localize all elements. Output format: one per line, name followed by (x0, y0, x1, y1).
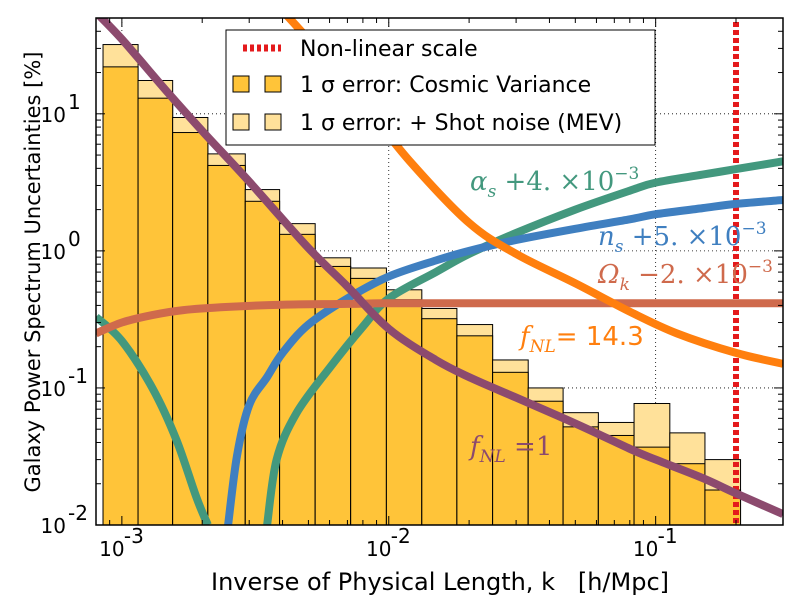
y-tick-exponent: 0 (68, 227, 81, 251)
x-tick-label: 10 (633, 537, 658, 561)
fnl-1-curve (96, 18, 783, 518)
annotation-subscript: s (488, 182, 497, 202)
annotation-alpha: αs +4. ×10−3 (470, 164, 639, 202)
legend-shot-label: 1 σ error: + Shot noise (MEV) (300, 111, 622, 136)
annotation-fnl1: fNL =1 (468, 432, 552, 467)
annotation-subscript: k (620, 275, 630, 295)
legend: Non-linear scale 1 σ error: Cosmic Varia… (225, 29, 656, 146)
annotation-subscript: NL (529, 337, 556, 357)
cosmic-variance-bar (172, 132, 209, 525)
annotation-subscript: s (615, 237, 624, 257)
cosmic-variance-bar (562, 426, 599, 525)
cosmic-variance-bar (456, 335, 494, 525)
y-axis-label: Galaxy Power Spectrum Uncertainties [%] (21, 52, 45, 493)
cosmic-variance-bar (102, 66, 139, 525)
legend-cv-swatch-1 (232, 75, 250, 93)
y-tick-exponent: -1 (68, 364, 88, 388)
annotation-symbol: n (598, 222, 615, 252)
legend-shot-swatch-2 (264, 113, 282, 131)
x-axis-label: Inverse of Physical Length, k [h/Mpc] (211, 568, 669, 596)
cosmic-variance-bar (421, 318, 458, 525)
annotation-exponent: −3 (748, 257, 773, 277)
annotation-exponent: −3 (741, 219, 766, 239)
y-tick-label: 10 (41, 514, 66, 538)
legend-shot-swatch-1 (232, 113, 250, 131)
x-tick-exponent: -2 (391, 524, 411, 548)
n-s-curve (224, 196, 783, 525)
y-tick-exponent: -2 (68, 501, 88, 525)
x-tick-label: 10 (366, 537, 391, 561)
cosmic-variance-bar (527, 400, 564, 525)
cosmic-variance-bar (207, 164, 246, 525)
x-tick-label: 10 (99, 537, 124, 561)
annotation-text: −2. ×10 (630, 260, 748, 290)
y-tick-label: 10 (41, 103, 66, 127)
annotation-exponent: −3 (614, 164, 639, 184)
annotation-text: +4. ×10 (496, 167, 614, 197)
alpha-s-curve (96, 313, 212, 525)
annotation-symbol: Ω (597, 260, 620, 290)
x-tick-exponent: -1 (658, 524, 678, 548)
annotation-symbol: α (470, 167, 488, 197)
legend-box (225, 29, 656, 146)
annotation-text: =1 (506, 432, 553, 462)
legend-cv-swatch-2 (264, 75, 282, 93)
annotation-ns: ns +5. ×10−3 (598, 219, 767, 257)
annotation-text: +5. ×10 (623, 222, 741, 252)
y-tick-label: 10 (41, 377, 66, 401)
cosmic-variance-bar (279, 233, 316, 525)
legend-cv-label: 1 σ error: Cosmic Variance (300, 73, 591, 98)
legend-nonlinear-label: Non-linear scale (300, 37, 478, 62)
curve-annotations: αs +4. ×10−3ns +5. ×10−3Ωk −2. ×10−3fNL=… (468, 164, 773, 467)
annotation-omega: Ωk −2. ×10−3 (597, 257, 773, 295)
annotation-subscript: NL (479, 447, 506, 467)
annotation-text: = 14.3 (556, 322, 644, 352)
y-tick-exponent: 1 (68, 90, 81, 114)
plot-frame (95, 17, 784, 526)
y-tick-label: 10 (41, 240, 66, 264)
x-tick-exponent: -3 (124, 524, 144, 548)
